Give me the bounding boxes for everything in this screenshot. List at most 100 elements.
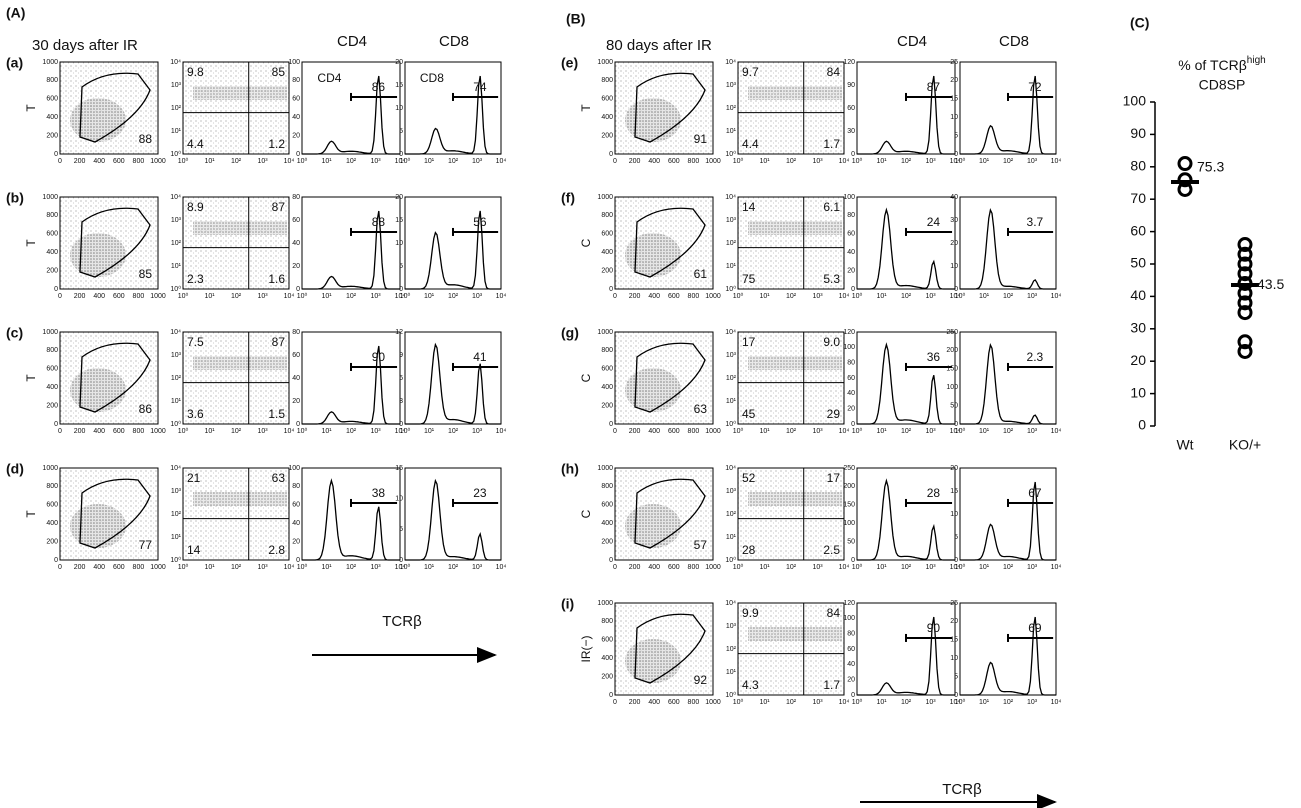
y-tick-label: 5 [954,673,958,680]
y-tick-label: 80 [1130,158,1146,174]
x-tick-label: 800 [133,564,145,571]
y-tick-label: 600 [601,502,613,509]
plot-frame [857,332,955,424]
population-label: T [24,510,38,518]
y-tick-label: 800 [601,347,613,354]
quadrant-percent: 6.1 [823,200,840,214]
gate-percent: 63 [694,402,708,416]
y-tick-label: 25 [950,59,958,66]
x-tick-label: 10² [448,158,459,165]
y-tick-label: 3 [399,398,403,405]
population-label: C [579,238,593,247]
x-tick-label: 0 [613,699,617,706]
y-tick-label: 600 [46,366,58,373]
y-tick-label: 10² [171,105,182,112]
y-tick-label: 0 [54,286,58,293]
y-tick-label: 800 [46,212,58,219]
quadrant-percent: 4.4 [742,137,759,151]
x-tick-label: 10⁴ [284,428,295,435]
quadrant-percent: 1.2 [268,137,285,151]
quadrant-percent: 28 [742,543,756,557]
y-tick-label: 5 [399,263,403,270]
x-tick-label: 10³ [812,699,823,706]
x-tick-label: 400 [648,428,660,435]
x-tick-label: 10² [786,699,797,706]
y-tick-label: 10 [950,655,958,662]
y-tick-label: 10 [395,105,403,112]
mean-label: 75.3 [1197,159,1224,175]
y-tick-label: 10 [395,240,403,247]
x-tick-label: 10⁴ [1051,699,1062,706]
y-tick-label: 200 [46,267,58,274]
gate-percent: 77 [139,538,153,552]
x-tick-label: 10⁴ [284,293,295,300]
x-tick-label: 600 [113,428,125,435]
y-tick-label: 600 [601,637,613,644]
y-tick-label: 12 [395,329,403,336]
x-tick-label: 1000 [705,158,721,165]
y-tick-label: 800 [46,347,58,354]
y-tick-label: 0 [54,421,58,428]
x-tick-label: 10¹ [321,293,332,300]
population-label: T [24,374,38,382]
gate-percent: 86 [372,80,386,94]
y-tick-label: 10⁰ [170,285,181,293]
plot-frame [960,603,1056,695]
y-tick-label: 10⁰ [725,150,736,158]
x-tick-label: 10¹ [204,293,215,300]
x-tick-label: 10¹ [204,428,215,435]
x-tick-label: 10⁴ [839,293,850,300]
x-tick-label: 10³ [472,564,483,571]
y-tick-label: 1000 [42,194,58,201]
x-tick-label: 10³ [1027,699,1038,706]
x-tick-label: 10² [901,293,912,300]
quadrant-percent: 84 [827,65,841,79]
y-tick-label: 120 [843,600,855,607]
y-tick-label: 15 [395,82,403,89]
x-tick-label: 10² [786,293,797,300]
x-tick-label: 10³ [370,428,381,435]
y-tick-label: 80 [292,194,300,201]
plot-frame [960,332,1056,424]
y-tick-label: 400 [601,655,613,662]
x-tick-label: 10¹ [321,428,332,435]
y-tick-label: 0 [609,692,613,699]
x-tick-label: 10¹ [979,564,990,571]
x-tick-label: 400 [93,293,105,300]
plot-frame [857,197,955,289]
y-tick-label: 80 [292,77,300,84]
x-tick-label: 10⁰ [400,563,411,571]
plot-frame [960,468,1056,560]
x-tick-label: 10¹ [876,158,887,165]
density [748,492,842,506]
x-tick-label: 10³ [1027,428,1038,435]
x-tick-label: 10² [448,428,459,435]
y-tick-label: 60 [847,375,855,382]
x-tick-label: 10² [901,699,912,706]
gate-percent: 88 [139,132,153,146]
quadrant-percent: 9.9 [742,606,759,620]
column-header: CD4 [897,33,927,50]
y-tick-label: 60 [847,105,855,112]
y-tick-label: 10⁴ [170,465,181,472]
plot-frame [405,468,501,560]
y-tick-label: 200 [601,538,613,545]
y-tick-label: 60 [847,646,855,653]
y-tick-label: 15 [950,637,958,644]
population-label: C [579,509,593,518]
y-tick-label: 80 [292,329,300,336]
x-tick-label: 400 [93,158,105,165]
y-tick-label: 10¹ [171,263,182,270]
y-tick-label: 400 [46,114,58,121]
density [748,627,842,641]
x-tick-label: 10¹ [979,699,990,706]
x-tick-label: 10⁰ [955,292,966,300]
y-tick-label: 10⁴ [170,194,181,201]
x-tick-label: KO/+ [1229,437,1261,453]
x-tick-label: 10⁰ [852,563,863,571]
x-tick-label: 10² [1003,564,1014,571]
y-tick-label: 0 [851,151,855,158]
x-tick-label: 10² [1003,699,1014,706]
x-tick-label: 10² [901,158,912,165]
y-tick-label: 60 [292,217,300,224]
